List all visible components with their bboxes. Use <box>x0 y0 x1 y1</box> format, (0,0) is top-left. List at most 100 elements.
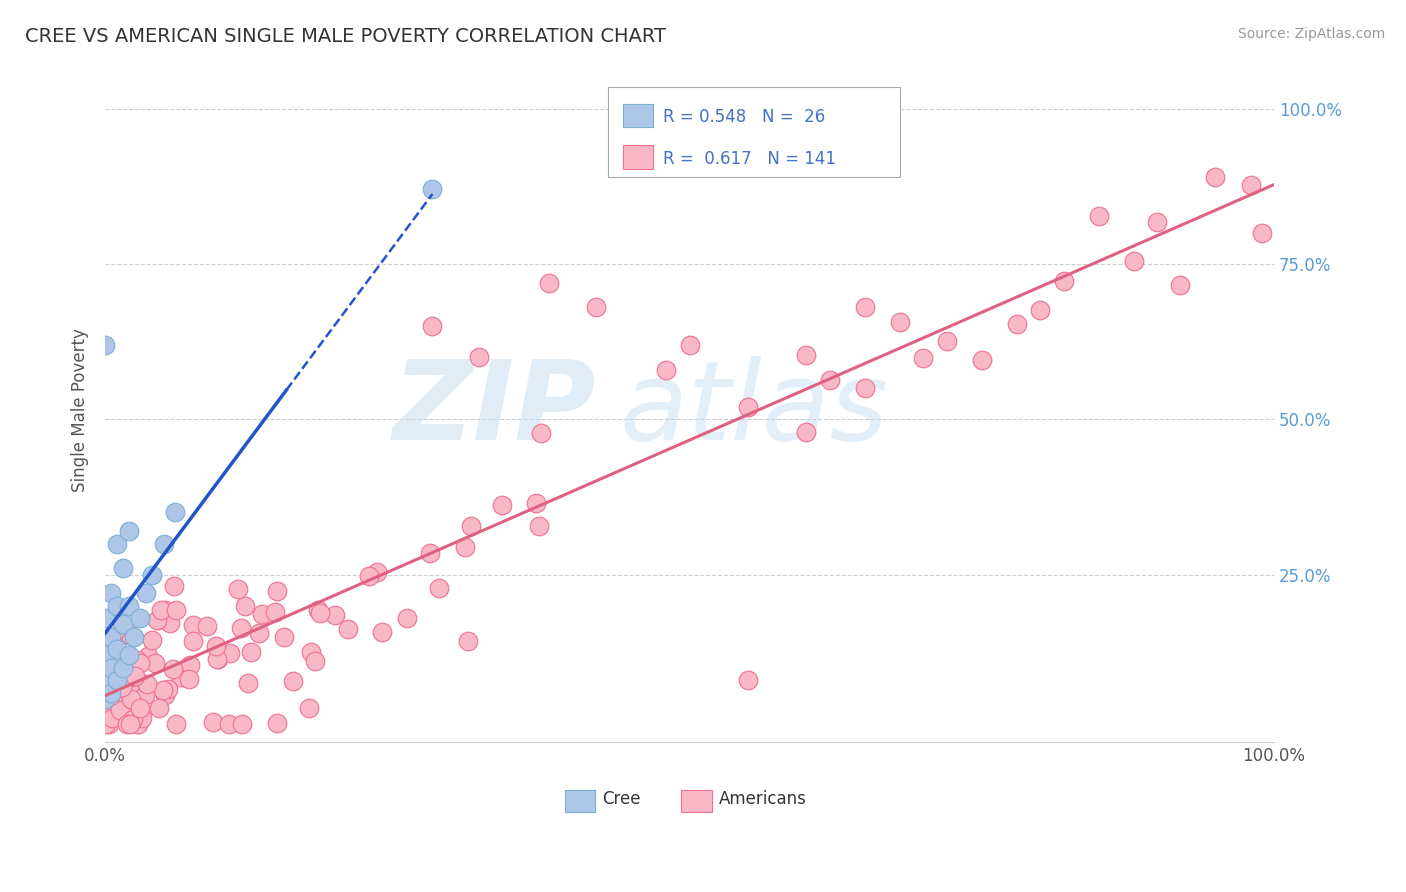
Point <box>309 606 332 620</box>
Point <box>207 652 229 666</box>
Point <box>737 400 759 414</box>
Point <box>120 716 142 731</box>
Point <box>796 425 818 439</box>
Point <box>454 540 477 554</box>
Point <box>371 625 394 640</box>
Point <box>304 654 326 668</box>
Point <box>100 586 122 600</box>
Point <box>114 669 136 683</box>
Point <box>818 373 841 387</box>
Text: Source: ZipAtlas.com: Source: ZipAtlas.com <box>1237 27 1385 41</box>
Point <box>152 683 174 698</box>
Point <box>422 319 444 334</box>
Point <box>152 536 174 550</box>
Point <box>183 618 205 632</box>
Point <box>103 624 125 638</box>
Point <box>263 605 285 619</box>
Point <box>134 688 156 702</box>
Text: R = 0.548   N =  26: R = 0.548 N = 26 <box>662 108 825 126</box>
Point <box>111 652 134 666</box>
Point <box>853 381 876 395</box>
Point <box>427 581 450 595</box>
Point <box>149 603 172 617</box>
Point <box>105 674 128 689</box>
Point <box>155 603 177 617</box>
Point <box>165 716 187 731</box>
Point <box>117 678 139 692</box>
Point <box>468 350 491 364</box>
Point <box>239 645 262 659</box>
FancyBboxPatch shape <box>623 145 654 169</box>
Point <box>101 711 124 725</box>
Point <box>107 671 129 685</box>
FancyBboxPatch shape <box>623 103 654 127</box>
Point <box>177 672 200 686</box>
Point <box>1029 303 1052 318</box>
Point <box>127 716 149 731</box>
Point <box>105 536 128 550</box>
Point <box>121 684 143 698</box>
Point <box>307 603 329 617</box>
Point <box>524 496 547 510</box>
Point <box>460 519 482 533</box>
Point <box>120 691 142 706</box>
Point <box>298 701 321 715</box>
Point <box>165 603 187 617</box>
Point <box>205 639 228 653</box>
Point <box>100 661 122 675</box>
Point <box>105 599 128 613</box>
Point <box>1170 278 1192 293</box>
Point <box>131 710 153 724</box>
Point <box>97 637 120 651</box>
FancyBboxPatch shape <box>607 87 900 178</box>
Point <box>135 586 157 600</box>
Point <box>129 701 152 715</box>
Text: Americans: Americans <box>718 790 807 808</box>
Point <box>124 630 146 644</box>
Point <box>97 716 120 731</box>
Point <box>97 704 120 718</box>
Point <box>131 710 153 724</box>
Point <box>247 626 270 640</box>
Point <box>266 583 288 598</box>
Point <box>159 615 181 630</box>
Point <box>111 680 134 694</box>
Point <box>148 614 170 628</box>
Point <box>366 565 388 579</box>
Point <box>853 301 876 315</box>
Point <box>98 689 121 703</box>
Point <box>124 655 146 669</box>
Point <box>110 703 132 717</box>
Point <box>107 657 129 672</box>
Point <box>357 569 380 583</box>
Point <box>100 686 122 700</box>
Point <box>129 611 152 625</box>
Point <box>124 681 146 696</box>
Point <box>201 714 224 729</box>
Point <box>153 688 176 702</box>
Point <box>157 682 180 697</box>
Point <box>529 518 551 533</box>
Point <box>111 617 134 632</box>
Point <box>115 683 138 698</box>
Point <box>935 334 957 348</box>
Point <box>94 692 117 706</box>
Point <box>148 700 170 714</box>
Point <box>146 613 169 627</box>
Point <box>115 708 138 723</box>
Point <box>162 662 184 676</box>
Point <box>163 578 186 592</box>
Point <box>337 622 360 636</box>
Point <box>117 599 139 613</box>
FancyBboxPatch shape <box>565 789 595 813</box>
Point <box>181 634 204 648</box>
Point <box>122 652 145 666</box>
Point <box>111 561 134 575</box>
Point <box>585 301 607 315</box>
Point <box>236 675 259 690</box>
Point <box>94 611 117 625</box>
Point <box>218 716 240 731</box>
Point <box>141 632 163 647</box>
Point <box>266 715 288 730</box>
Point <box>250 607 273 621</box>
